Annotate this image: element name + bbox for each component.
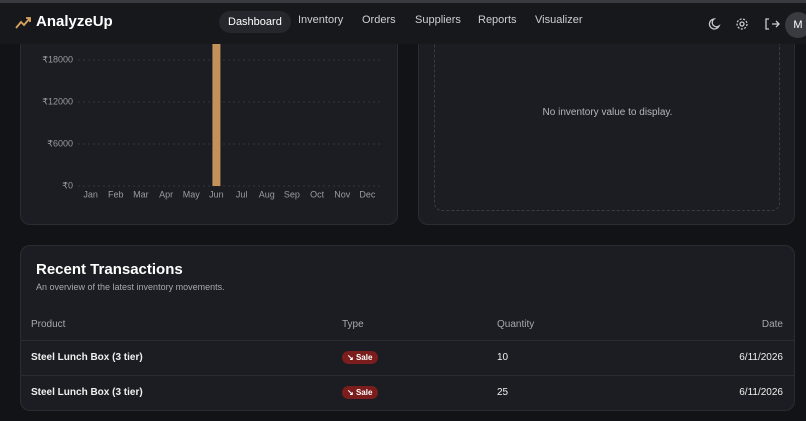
brand-icon (15, 17, 31, 29)
x-tick-label: Feb (108, 189, 124, 199)
sales-card (20, 20, 398, 225)
column-header: Type (342, 319, 364, 330)
nav-link[interactable]: Dashboard (219, 11, 291, 33)
x-tick-label: Jan (83, 189, 98, 199)
column-header: Product (31, 319, 66, 330)
x-tick-label: Aug (259, 189, 275, 199)
transactions-card (20, 245, 795, 411)
x-tick-label: Dec (359, 189, 376, 199)
nav-link[interactable]: Suppliers (415, 14, 461, 26)
cell-product: Steel Lunch Box (3 tier) (31, 352, 143, 363)
x-tick-label: Jul (236, 189, 248, 199)
row-divider (21, 375, 794, 376)
nav-link[interactable]: Orders (362, 14, 396, 26)
x-tick-label: Jun (209, 189, 224, 199)
x-tick-label: Oct (310, 189, 325, 199)
nav-icons[interactable] (706, 17, 786, 31)
nav-link[interactable]: Reports (478, 14, 517, 26)
y-tick-label: ₹6000 (47, 138, 73, 148)
badge-text: Sale (355, 353, 373, 362)
nav-link[interactable]: Visualizer (535, 14, 583, 26)
cell-product: Steel Lunch Box (3 tier) (31, 387, 143, 398)
x-tick-label: Mar (133, 189, 149, 199)
badge-text: Sale (355, 388, 373, 397)
inventory-card: No inventory value to display. (418, 20, 795, 225)
column-header: Date (761, 319, 783, 330)
cell-quantity: 10 (497, 352, 509, 363)
brand[interactable]: AnalyzeUp (36, 13, 113, 30)
empty-state: No inventory value to display. (542, 107, 673, 118)
cell-date: 6/11/2026 (739, 387, 783, 398)
y-tick-label: ₹0 (62, 180, 73, 190)
section-title: Recent Transactions (36, 261, 183, 278)
x-tick-label: Nov (334, 189, 351, 199)
row-divider (21, 340, 794, 341)
type-badge: ↘ Sale (342, 386, 379, 399)
avatar[interactable]: M (785, 12, 806, 38)
x-tick-label: Sep (284, 189, 300, 199)
type-badge: ↘ Sale (342, 351, 379, 364)
bar (212, 32, 221, 186)
y-tick-label: ₹18000 (42, 54, 73, 64)
x-tick-label: Apr (159, 189, 173, 199)
y-tick-label: ₹12000 (42, 96, 73, 106)
column-header: Quantity (497, 319, 535, 330)
section-subtitle: An overview of the latest inventory move… (36, 282, 225, 292)
nav-link[interactable]: Inventory (298, 14, 344, 26)
cell-quantity: 25 (497, 387, 509, 398)
navbar: AnalyzeUp Dashboard Inventory Orders Sup… (0, 0, 806, 44)
cell-date: 6/11/2026 (739, 352, 783, 363)
x-tick-label: May (183, 189, 201, 199)
